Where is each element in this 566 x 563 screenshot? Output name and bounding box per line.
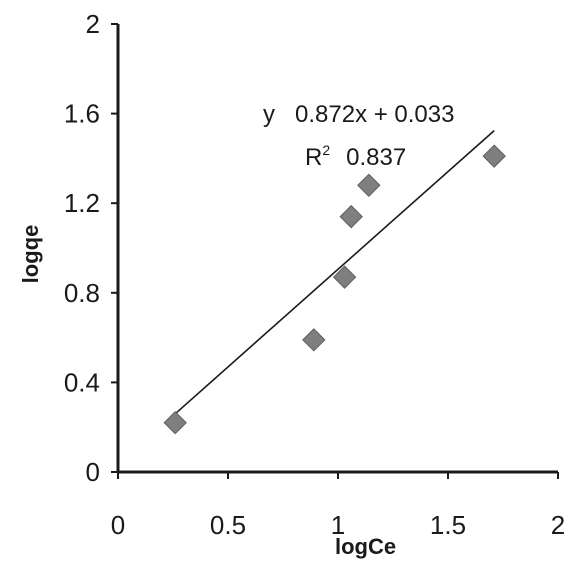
x-axis-ticks: 0 0.5 1 1.5 2 (111, 472, 565, 540)
y-tick-label: 1.6 (64, 99, 100, 129)
y-tick-label: 0.4 (64, 367, 100, 397)
x-tick-label: 0.5 (210, 510, 246, 540)
data-point (163, 411, 187, 435)
r-squared-label: R2 0.837 (305, 142, 406, 171)
y-tick-label: 0 (86, 457, 100, 487)
data-point (482, 144, 506, 168)
data-point (339, 204, 363, 229)
r-squared-symbol: R (305, 144, 322, 171)
x-tick-label: 2 (551, 510, 565, 540)
r-squared-value: 0.837 (346, 144, 406, 171)
y-tick-label: 2 (86, 9, 100, 39)
x-tick-label: 1 (331, 510, 345, 540)
y-tick-label: 1.2 (64, 188, 100, 218)
x-axis-title: logCe (335, 534, 396, 559)
data-point (302, 328, 326, 352)
y-tick-label: 0.8 (64, 278, 100, 308)
data-point (332, 265, 357, 289)
data-points (163, 144, 506, 435)
y-axis-ticks: 0 0.4 0.8 1.2 1.6 2 (64, 9, 118, 487)
x-tick-label: 1.5 (430, 510, 466, 540)
y-axis-title: logqe (18, 225, 43, 284)
r-squared-superscript: 2 (322, 142, 330, 158)
x-tick-label: 0 (111, 510, 125, 540)
trendline (174, 129, 495, 415)
trendline-equation: y 0.872x + 0.033 (263, 101, 454, 128)
data-point (357, 173, 381, 197)
